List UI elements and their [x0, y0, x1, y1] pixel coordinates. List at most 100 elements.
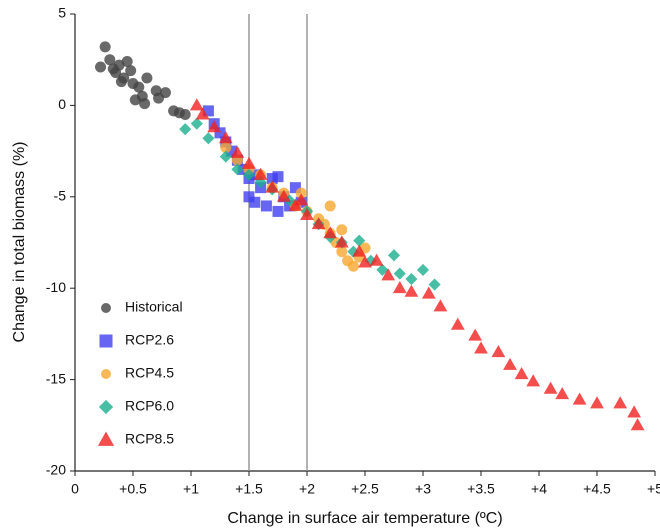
x-tick-label: 0 [71, 481, 79, 497]
data-point [226, 145, 238, 157]
data-point [189, 98, 204, 111]
data-point [526, 374, 541, 387]
legend-label: Historical [125, 299, 183, 315]
y-tick-label: 0 [58, 96, 66, 112]
data-point [381, 268, 396, 281]
data-point [514, 366, 529, 380]
data-point [300, 207, 314, 221]
data-point [219, 150, 232, 163]
legend-label: RCP4.5 [125, 365, 174, 381]
data-point [265, 180, 280, 193]
data-point [613, 396, 628, 409]
data-point [491, 345, 506, 358]
data-point [627, 405, 641, 418]
data-point [260, 200, 272, 212]
data-point [376, 263, 389, 276]
data-point [207, 120, 222, 133]
data-point [311, 217, 326, 230]
data-point [159, 87, 171, 99]
data-point [358, 255, 372, 268]
data-point [334, 235, 349, 248]
legend-marker [101, 303, 111, 313]
data-point [242, 168, 256, 181]
data-point [433, 299, 448, 312]
x-tick-label: +5 [647, 481, 660, 497]
data-point [272, 205, 284, 217]
data-point [392, 281, 407, 294]
data-point [231, 163, 244, 176]
data-point [242, 156, 256, 169]
data-point [99, 41, 111, 53]
data-point [202, 105, 214, 117]
data-point [294, 193, 309, 206]
data-point [352, 244, 367, 257]
data-point [404, 284, 419, 297]
y-tick-label: -20 [46, 462, 66, 478]
data-point [179, 109, 191, 121]
data-point [421, 286, 436, 299]
data-point [141, 72, 153, 84]
data-point [139, 98, 151, 110]
data-point [125, 65, 137, 77]
data-point [324, 200, 336, 212]
data-point [347, 245, 360, 258]
data-point [555, 387, 570, 400]
data-point [572, 392, 587, 405]
y-tick-label: 5 [58, 5, 66, 21]
legend-marker [99, 334, 113, 348]
data-point [272, 171, 284, 183]
data-point [353, 234, 366, 247]
data-point [289, 182, 301, 194]
legend-label: RCP2.6 [125, 332, 174, 348]
legend-marker [101, 369, 111, 379]
x-axis-title: Change in surface air temperature (ºC) [227, 510, 502, 527]
data-point [630, 418, 645, 431]
data-point [387, 249, 401, 262]
data-point [266, 173, 278, 185]
data-point [243, 191, 255, 203]
data-point [468, 328, 483, 341]
data-point [195, 107, 210, 120]
data-point [428, 278, 441, 291]
data-point [190, 117, 203, 130]
data-point [218, 131, 233, 144]
y-tick-label: -10 [46, 279, 66, 295]
x-tick-label: +0.5 [119, 481, 147, 497]
legend-marker [97, 431, 115, 446]
data-point [104, 54, 116, 66]
legend-marker [98, 399, 114, 415]
x-tick-label: +4 [531, 481, 547, 497]
data-point [336, 246, 348, 258]
x-tick-label: +4.5 [583, 481, 611, 497]
data-point [503, 357, 517, 370]
x-tick-label: +2 [299, 481, 315, 497]
x-tick-label: +3.5 [467, 481, 495, 497]
x-tick-label: +1.5 [235, 481, 263, 497]
data-point [450, 317, 465, 330]
data-point [121, 56, 133, 68]
data-point [249, 196, 261, 208]
data-point [253, 167, 268, 180]
legend-label: RCP8.5 [125, 431, 174, 447]
data-point [133, 81, 145, 93]
data-point [405, 273, 418, 286]
data-point [276, 189, 291, 202]
data-point [369, 253, 384, 266]
data-point [336, 224, 348, 236]
data-point [230, 145, 245, 158]
data-point [416, 263, 430, 276]
data-point [214, 127, 226, 139]
data-point [393, 267, 406, 280]
data-point [115, 76, 127, 88]
data-point [95, 61, 107, 73]
legend-label: RCP6.0 [125, 398, 174, 414]
data-point [323, 226, 338, 239]
data-point [220, 141, 232, 153]
x-tick-label: +2.5 [351, 481, 379, 497]
data-point [202, 132, 215, 145]
data-point [107, 63, 119, 75]
data-point [590, 396, 604, 409]
x-tick-label: +1 [183, 481, 199, 497]
